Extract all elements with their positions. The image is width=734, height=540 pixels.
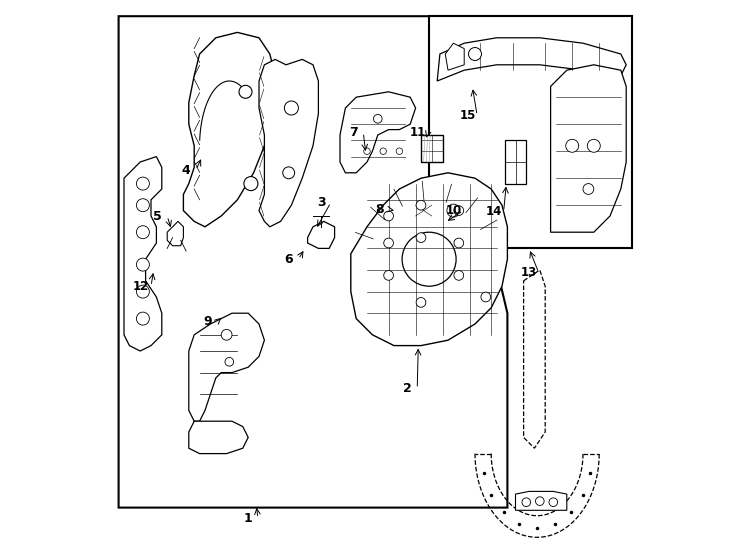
Circle shape <box>137 226 150 239</box>
Text: 12: 12 <box>133 280 150 293</box>
Polygon shape <box>340 92 415 173</box>
Polygon shape <box>167 221 184 246</box>
Circle shape <box>221 329 232 340</box>
Text: 1: 1 <box>244 512 252 525</box>
Circle shape <box>566 139 578 152</box>
Polygon shape <box>432 189 486 238</box>
Polygon shape <box>308 221 335 248</box>
Circle shape <box>137 258 150 271</box>
Polygon shape <box>515 491 567 510</box>
Polygon shape <box>550 65 626 232</box>
Circle shape <box>380 148 386 154</box>
Circle shape <box>522 498 531 507</box>
Text: 14: 14 <box>486 205 502 218</box>
Text: 15: 15 <box>459 109 476 122</box>
Circle shape <box>549 498 558 507</box>
Text: 8: 8 <box>375 203 384 216</box>
Circle shape <box>384 271 393 280</box>
Circle shape <box>137 312 150 325</box>
Circle shape <box>536 497 544 505</box>
Circle shape <box>137 177 150 190</box>
Circle shape <box>384 211 393 221</box>
Text: 10: 10 <box>446 204 462 217</box>
Polygon shape <box>421 135 443 162</box>
Circle shape <box>416 298 426 307</box>
Circle shape <box>402 232 456 286</box>
Polygon shape <box>124 157 161 351</box>
Circle shape <box>284 101 299 115</box>
Circle shape <box>384 238 393 248</box>
Polygon shape <box>505 140 526 184</box>
Circle shape <box>396 148 403 154</box>
Text: 7: 7 <box>349 126 358 139</box>
Circle shape <box>481 292 490 302</box>
Text: 3: 3 <box>317 196 325 209</box>
Polygon shape <box>189 421 248 454</box>
Text: 13: 13 <box>521 266 537 279</box>
Circle shape <box>587 139 600 152</box>
Circle shape <box>364 148 370 154</box>
Polygon shape <box>523 270 545 448</box>
Circle shape <box>454 206 464 215</box>
Circle shape <box>225 357 233 366</box>
Text: 4: 4 <box>182 164 191 177</box>
Circle shape <box>447 204 460 217</box>
Text: 11: 11 <box>410 126 426 139</box>
Circle shape <box>283 167 294 179</box>
Text: 2: 2 <box>403 382 412 395</box>
Bar <box>429 16 631 248</box>
Polygon shape <box>351 173 507 346</box>
Polygon shape <box>119 16 507 508</box>
Text: 6: 6 <box>284 253 293 266</box>
Circle shape <box>416 233 426 242</box>
Circle shape <box>244 177 258 191</box>
Polygon shape <box>404 200 437 221</box>
Circle shape <box>583 184 594 194</box>
Circle shape <box>239 85 252 98</box>
Circle shape <box>454 238 464 248</box>
Circle shape <box>454 271 464 280</box>
Circle shape <box>468 48 482 60</box>
Circle shape <box>374 114 382 123</box>
Polygon shape <box>189 313 264 421</box>
Text: 9: 9 <box>203 315 212 328</box>
Text: 5: 5 <box>153 210 162 222</box>
Polygon shape <box>437 38 626 81</box>
Polygon shape <box>446 43 464 70</box>
Circle shape <box>416 200 426 210</box>
Polygon shape <box>259 59 319 227</box>
Circle shape <box>137 199 150 212</box>
Polygon shape <box>184 32 275 227</box>
Circle shape <box>137 285 150 298</box>
